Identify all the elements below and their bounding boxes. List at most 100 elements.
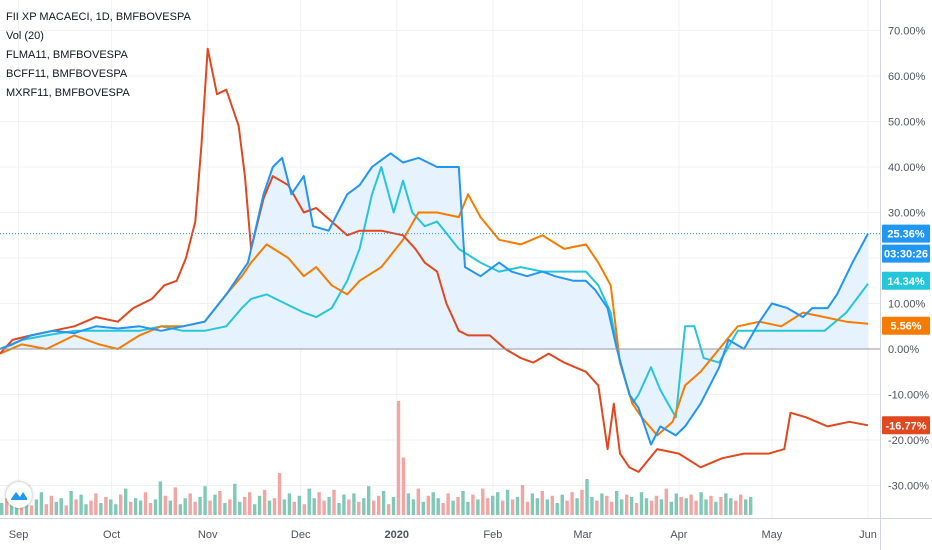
volume-bar bbox=[391, 497, 396, 515]
volume-bar bbox=[610, 501, 614, 515]
volume-bar bbox=[426, 495, 430, 515]
volume-bar bbox=[0, 503, 4, 515]
volume-bar bbox=[585, 479, 589, 515]
tradingview-logo-icon bbox=[11, 492, 27, 500]
volume-bar bbox=[540, 491, 544, 515]
volume-bar bbox=[664, 488, 668, 515]
volume-bar bbox=[5, 498, 9, 515]
legend-comparison-bcff11[interactable]: BCFF11, BMFBOVESPA bbox=[6, 68, 128, 80]
volume-bar bbox=[173, 487, 177, 515]
volume-bar bbox=[188, 493, 192, 515]
volume-bar bbox=[510, 499, 515, 515]
volume-bar bbox=[178, 504, 182, 515]
badge-countdown-text: 03:30:26 bbox=[884, 249, 928, 261]
badge-mxrf11-last: 14.34% bbox=[882, 271, 930, 290]
volume-bar bbox=[218, 491, 222, 515]
volume-bar bbox=[659, 499, 664, 515]
volume-bar bbox=[138, 500, 143, 515]
badge-bcff11-last: 5.56% bbox=[882, 316, 930, 335]
main-series-area bbox=[0, 153, 868, 445]
x-tick-label: Dec bbox=[291, 529, 311, 541]
legend-volume[interactable]: Vol (20) bbox=[6, 30, 44, 42]
volume-bar bbox=[496, 492, 500, 515]
volume-bar bbox=[550, 495, 554, 515]
volume-bar bbox=[99, 503, 103, 515]
volume-bar bbox=[292, 501, 296, 515]
volume-bar bbox=[109, 499, 113, 515]
volume-bar bbox=[615, 491, 619, 515]
volume-bar bbox=[580, 489, 584, 515]
series-line-flma11 bbox=[0, 47, 869, 473]
volume-bar bbox=[148, 503, 153, 515]
x-tick-label: Mar bbox=[573, 529, 592, 541]
volume-bar bbox=[570, 492, 574, 515]
volume-bar bbox=[29, 505, 34, 515]
volume-bar bbox=[163, 495, 168, 515]
volume-bar bbox=[297, 495, 301, 515]
volume-bar bbox=[505, 489, 510, 515]
volume-bar bbox=[629, 497, 634, 515]
last-value-badges: 25.36% 03:30:26 14.34% 5.56% -16.77% bbox=[882, 224, 930, 435]
volume-bar bbox=[272, 498, 277, 515]
volume-bar bbox=[679, 497, 683, 515]
volume-bar bbox=[709, 495, 713, 515]
volume-bar bbox=[332, 489, 336, 515]
volume-bar bbox=[9, 501, 14, 515]
volume-bar bbox=[575, 498, 579, 515]
volume-bar bbox=[481, 488, 485, 515]
volume-bar bbox=[729, 498, 733, 515]
legend-comparison-flma11[interactable]: FLMA11, BMFBOVESPA bbox=[6, 49, 128, 61]
volume-bar bbox=[277, 473, 282, 515]
volume-bar bbox=[337, 503, 341, 515]
volume-bar bbox=[560, 494, 564, 515]
volume-bar bbox=[94, 493, 98, 515]
volume-bar bbox=[119, 494, 123, 515]
volume-bar bbox=[565, 500, 569, 515]
legend-comparison-mxrf11[interactable]: MXRF11, BMFBOVESPA bbox=[6, 87, 130, 99]
series-line-mxrf11 bbox=[0, 166, 869, 419]
volume-bar bbox=[153, 499, 158, 515]
y-tick-label: 70.00% bbox=[888, 26, 926, 38]
volume-bar bbox=[262, 489, 267, 515]
volume-bar bbox=[198, 497, 202, 515]
volume-bar bbox=[129, 501, 133, 515]
x-tick-label: Nov bbox=[198, 529, 218, 541]
volume-bar bbox=[386, 504, 391, 515]
volume-bar bbox=[347, 499, 351, 515]
volume-bar bbox=[625, 494, 629, 515]
volume-bar bbox=[396, 401, 401, 515]
volume-bar bbox=[654, 495, 659, 515]
volume-bar bbox=[699, 492, 703, 515]
volume-bar bbox=[491, 495, 495, 515]
volume-bar bbox=[312, 498, 316, 515]
volume-bar bbox=[525, 501, 530, 515]
volume-bar bbox=[461, 491, 465, 515]
volume-bar bbox=[684, 498, 688, 515]
volume-bar bbox=[158, 481, 163, 515]
volume-bar bbox=[233, 483, 237, 515]
volume-bar bbox=[714, 501, 718, 515]
x-tick-label: May bbox=[762, 529, 783, 541]
y-tick-label: -30.00% bbox=[888, 481, 929, 493]
volume-bar bbox=[69, 491, 73, 515]
tradingview-logo[interactable] bbox=[6, 482, 32, 508]
legend-main-series[interactable]: FII XP MACAECI, 1D, BMFBOVESPA bbox=[6, 11, 191, 23]
x-axis-tick-labels: Sep Oct Nov Dec 2020 Feb Mar Apr May Jun bbox=[9, 529, 877, 541]
volume-bar bbox=[401, 457, 406, 515]
volume-bar bbox=[411, 499, 416, 515]
volume-bar bbox=[416, 488, 420, 515]
volume-bar bbox=[590, 497, 594, 515]
volume-bar bbox=[520, 485, 525, 515]
series-lines bbox=[0, 47, 869, 473]
volume-bar bbox=[381, 491, 386, 515]
y-tick-label: 0.00% bbox=[888, 344, 919, 356]
volume-bar bbox=[39, 492, 44, 515]
x-tick-label: 2020 bbox=[385, 529, 409, 541]
series-line-fii-xp-macaeci bbox=[0, 152, 869, 446]
volume-bar bbox=[79, 494, 83, 515]
badge-flma11-last-bg bbox=[882, 416, 930, 435]
badge-main-last: 25.36% bbox=[882, 224, 930, 243]
volume-bar bbox=[267, 500, 272, 515]
